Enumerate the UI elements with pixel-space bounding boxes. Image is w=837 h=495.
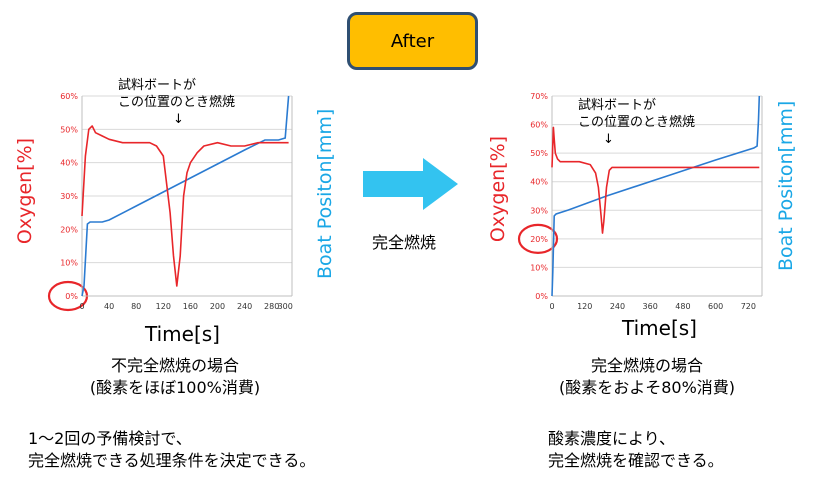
left-annotation: 試料ボートが この位置のとき燃焼 ↓ bbox=[118, 77, 235, 128]
after-badge: After bbox=[347, 12, 478, 70]
right-chart-y-tick-label: 20% bbox=[530, 235, 548, 244]
left-chart-oxygen-line bbox=[81, 125, 289, 287]
right-caption: 完全燃焼の場合 (酸素をおよそ80%消費) bbox=[532, 355, 762, 399]
right-annotation-line2: この位置のとき燃焼 bbox=[578, 115, 696, 130]
right-ylabel: Oxygen[%] bbox=[487, 135, 509, 243]
right-chart-x-tick-label: 0 bbox=[549, 302, 554, 311]
right-annotation-line1: 試料ボートが bbox=[578, 98, 657, 113]
left-chart-y-tick-label: 50% bbox=[60, 125, 78, 134]
right-annotation-arrow: ↓ bbox=[603, 132, 614, 147]
right-chart-y-tick-label: 70% bbox=[530, 92, 548, 101]
left-chart-y-tick-label: 20% bbox=[60, 225, 78, 234]
left-chart-x-tick-label: 40 bbox=[104, 302, 114, 311]
right-annotation: 試料ボートが この位置のとき燃焼 ↓ bbox=[578, 97, 695, 148]
right-chart-x-tick-label: 360 bbox=[643, 302, 658, 311]
left-chart-y-tick-label: 10% bbox=[60, 259, 78, 268]
arrow-label: 完全燃焼 bbox=[372, 233, 437, 252]
left-caption-line2: (酸素をほぼ100%消費) bbox=[89, 378, 261, 397]
right-chart-y-tick-label: 0% bbox=[535, 292, 548, 301]
left-chart-x-tick-label: 200 bbox=[210, 302, 225, 311]
right-chart-y-tick-label: 40% bbox=[530, 178, 548, 187]
right-chart-x-tick-label: 720 bbox=[741, 302, 756, 311]
right-chart-oxygen-line bbox=[551, 126, 760, 234]
right-chart-y-tick-label: 10% bbox=[530, 263, 548, 272]
left-chart-x-tick-label: 0 bbox=[79, 302, 84, 311]
left-chart-x-tick-label: 280 bbox=[264, 302, 279, 311]
right-xlabel: Time[s] bbox=[622, 316, 697, 340]
transition-arrow bbox=[363, 158, 458, 210]
left-caption-line1: 不完全燃焼の場合 bbox=[110, 356, 239, 375]
left-note: 1～2回の予備検討で、 完全燃焼できる処理条件を決定できる。 bbox=[28, 428, 315, 472]
left-chart-y-tick-label: 40% bbox=[60, 159, 78, 168]
left-caption: 不完全燃焼の場合 (酸素をほぼ100%消費) bbox=[60, 355, 290, 399]
right-chart-x-tick-label: 120 bbox=[577, 302, 592, 311]
left-chart: 0% 10% 20% 30% 40% 50% 60% 0 40 80 120 160 200 240 280… bbox=[47, 92, 293, 312]
right-note: 酸素濃度により、 完全燃焼を確認できる。 bbox=[548, 428, 724, 472]
right-caption-line1: 完全燃焼の場合 bbox=[590, 356, 703, 375]
right-chart-highlight-circle bbox=[517, 223, 559, 254]
left-annotation-line1: 試料ボートが bbox=[118, 78, 197, 93]
right-note-line2: 完全燃焼を確認できる。 bbox=[548, 451, 724, 470]
left-ylabel: Oxygen[%] bbox=[14, 137, 36, 245]
left-chart-x-tick-label: 160 bbox=[183, 302, 198, 311]
left-chart-y-tick-label: 60% bbox=[60, 92, 78, 101]
right-chart: 0% 10% 20% 30% 40% 50% 60% 70% 0 120 240 360 480 600 7… bbox=[517, 92, 763, 311]
left-chart-y-tick-label: 0% bbox=[65, 292, 78, 301]
right-y2label: Boat Positon[mm] bbox=[775, 100, 797, 271]
right-note-line1: 酸素濃度により、 bbox=[548, 429, 676, 448]
left-chart-y-tick-label: 30% bbox=[60, 192, 78, 201]
after-badge-label: After bbox=[390, 30, 435, 52]
right-chart-y-tick-label: 50% bbox=[530, 149, 548, 158]
right-chart-x-tick-label: 600 bbox=[708, 302, 723, 311]
left-xlabel: Time[s] bbox=[145, 322, 220, 346]
right-chart-x-tick-label: 240 bbox=[610, 302, 625, 311]
left-y2label: Boat Positon[mm] bbox=[314, 108, 336, 279]
right-chart-boat-position-line bbox=[551, 95, 761, 297]
left-chart-x-tick-label: 120 bbox=[156, 302, 171, 311]
left-chart-x-tick-label: 80 bbox=[131, 302, 141, 311]
left-annotation-line2: この位置のとき燃焼 bbox=[118, 95, 236, 110]
left-chart-x-tick-label: 300 bbox=[278, 302, 293, 311]
right-chart-y-tick-label: 30% bbox=[530, 206, 548, 215]
left-note-line2: 完全燃焼できる処理条件を決定できる。 bbox=[28, 451, 316, 470]
right-chart-x-tick-label: 480 bbox=[675, 302, 690, 311]
right-chart-y-tick-label: 60% bbox=[530, 121, 548, 130]
left-note-line1: 1～2回の予備検討で、 bbox=[28, 429, 192, 448]
left-annotation-arrow: ↓ bbox=[173, 112, 184, 127]
left-chart-x-tick-label: 240 bbox=[237, 302, 252, 311]
right-caption-line2: (酸素をおよそ80%消費) bbox=[558, 378, 736, 397]
left-chart-boat-position-line bbox=[81, 95, 290, 297]
